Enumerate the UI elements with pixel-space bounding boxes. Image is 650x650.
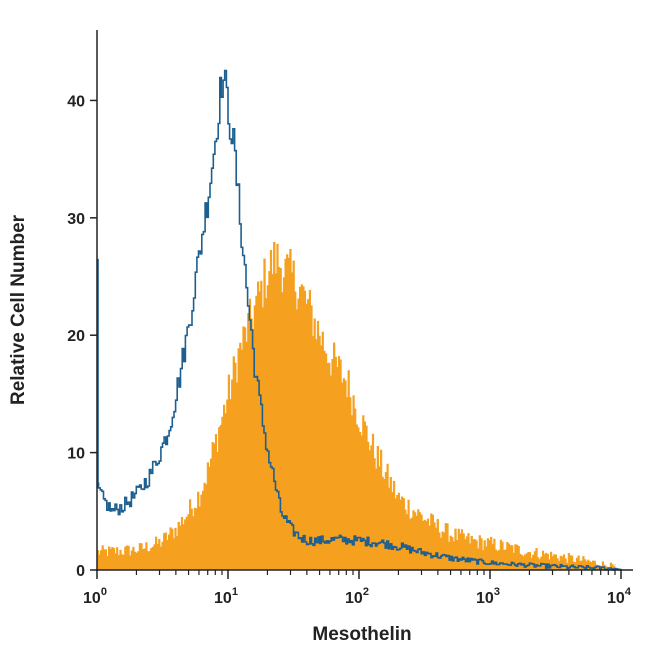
- x-tick-exponent: 4: [625, 586, 632, 598]
- y-tick-label: 30: [67, 211, 85, 228]
- x-tick-base: 10: [214, 590, 232, 607]
- x-tick-label: 101: [214, 586, 238, 607]
- x-tick-exponent: 2: [363, 586, 369, 598]
- series-line-control: [97, 69, 622, 571]
- x-tick-label: 103: [476, 586, 500, 607]
- x-tick-base: 10: [83, 590, 101, 607]
- x-tick-base: 10: [607, 590, 625, 607]
- y-axis-title: Relative Cell Number: [8, 214, 29, 405]
- axes: [90, 30, 633, 579]
- x-tick-label: 102: [345, 586, 369, 607]
- x-tick-label: 100: [83, 586, 107, 607]
- y-tick-label: 0: [76, 563, 85, 580]
- x-axis-title: Mesothelin: [312, 624, 411, 645]
- x-tick-label: 104: [607, 586, 632, 607]
- y-tick-label: 10: [67, 446, 85, 463]
- x-tick-exponent: 1: [232, 586, 238, 598]
- series-lines: [97, 69, 622, 571]
- y-tick-label: 20: [67, 328, 85, 345]
- x-tick-base: 10: [476, 590, 494, 607]
- plot-area: [96, 242, 616, 571]
- x-tick-exponent: 0: [101, 586, 107, 598]
- y-tick-label: 40: [67, 93, 85, 110]
- x-tick-exponent: 3: [494, 586, 500, 598]
- series-fill-sample: [96, 242, 616, 571]
- x-tick-base: 10: [345, 590, 363, 607]
